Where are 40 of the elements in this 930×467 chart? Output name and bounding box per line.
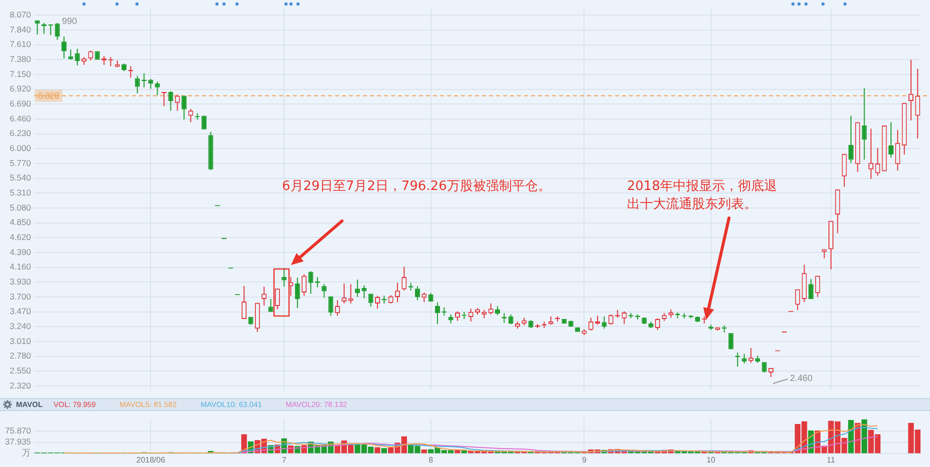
- y-tick-label: 3.470: [10, 306, 32, 316]
- y-tick-label: 75.870: [5, 426, 32, 436]
- y-tick-label: 6.690: [10, 98, 32, 109]
- y-tick-label: 3.240: [10, 321, 32, 332]
- y-tick-label: 37.935: [5, 436, 32, 447]
- y-tick-label: 6.460: [10, 113, 32, 124]
- y-tick-label: 6.230: [10, 128, 32, 138]
- x-tick-label: 11: [826, 455, 836, 464]
- annotation: 6月29日至7月2日，796.26万股被强制平仓。: [282, 178, 552, 196]
- y-tick-label: 7.150: [10, 68, 32, 79]
- y-tick-label: 4.390: [10, 246, 32, 257]
- x-tick-label: 8: [428, 455, 434, 464]
- y-tick-label: 3.700: [10, 291, 32, 302]
- ref-line-label: 6.820: [38, 90, 60, 101]
- x-tick-label: 7: [282, 455, 287, 464]
- x-tick-label: 9: [582, 455, 587, 464]
- y-tick-label: 7.840: [10, 24, 32, 34]
- annotation: 990: [62, 16, 78, 27]
- x-tick-label: 10: [706, 455, 716, 464]
- y-tick-label: 4.160: [10, 262, 32, 272]
- y-tick-label: 5.310: [10, 188, 32, 198]
- y-tick-label: 6.000: [10, 143, 32, 154]
- y-tick-label: 2.780: [10, 350, 32, 361]
- y-tick-label: 8.070: [10, 10, 32, 20]
- y-tick-label: 3.010: [10, 336, 32, 346]
- y-tick-label: 4.850: [10, 217, 32, 228]
- y-tick-label: 7.610: [10, 39, 32, 50]
- y-tick-label: 2.550: [10, 366, 32, 376]
- y-tick-label: 5.770: [10, 158, 32, 168]
- y-tick-label: 6.920: [10, 84, 32, 94]
- y-tick-label: 5.080: [10, 202, 32, 212]
- y-tick-label: 3.930: [10, 276, 32, 287]
- y-tick-label: 4.620: [10, 232, 32, 242]
- y-tick-label: 7.380: [10, 54, 32, 64]
- annotation: 2.460: [790, 373, 813, 384]
- annotation: 2018年中报显示，彻底退出十大流通股东列表。: [627, 178, 778, 214]
- y-tick-label: 5.540: [10, 172, 32, 183]
- x-tick-label: 2018/06: [136, 455, 166, 464]
- y-tick-label: 万: [22, 448, 31, 458]
- y-tick-label: 2.320: [10, 380, 32, 390]
